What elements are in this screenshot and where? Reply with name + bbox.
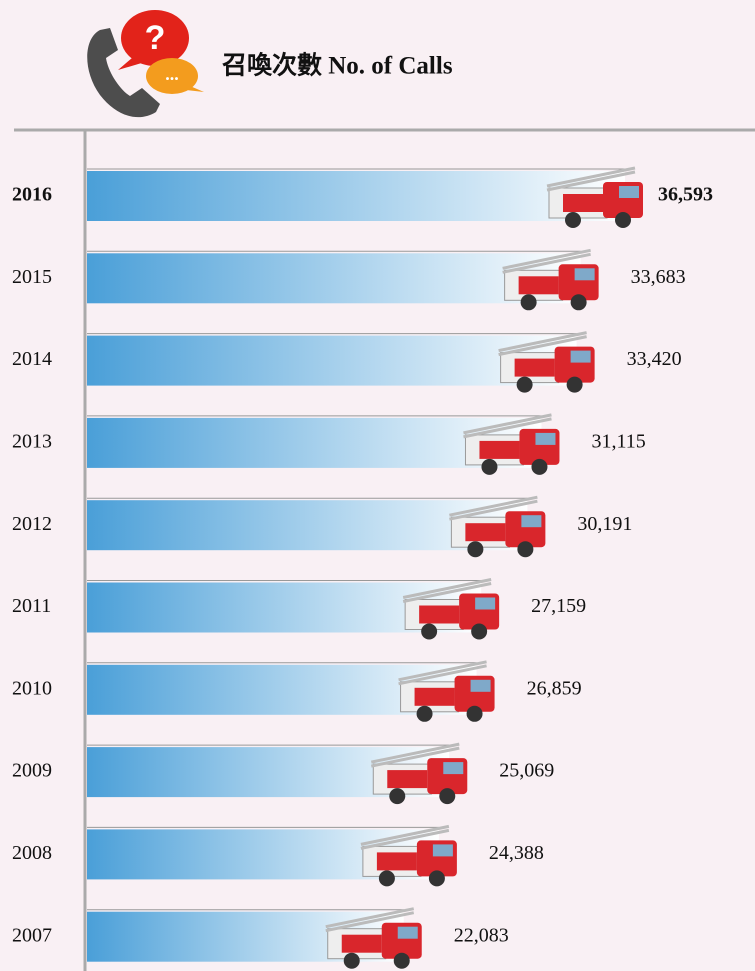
value-label: 26,859 (527, 677, 582, 699)
truck-side (414, 687, 455, 706)
chart-title: 召喚次數 No. of Calls (222, 52, 453, 80)
value-label: 33,683 (631, 266, 686, 288)
truck-wheel (421, 623, 438, 640)
fire-truck (502, 248, 599, 311)
truck-window (470, 679, 491, 692)
truck-window (475, 597, 496, 610)
truck-window (535, 432, 556, 445)
y-tick-label: 2012 (12, 513, 52, 535)
value-label: 30,191 (577, 513, 632, 535)
value-label: 36,593 (658, 184, 713, 206)
truck-wheel (378, 870, 395, 887)
truck-side (518, 276, 559, 295)
fire-truck (360, 824, 457, 887)
truck-window (521, 515, 542, 528)
fire-truck (463, 413, 560, 475)
value-label: 24,388 (489, 842, 544, 864)
fire-truck (398, 660, 495, 722)
truck-wheel (570, 294, 587, 311)
truck-ladder (360, 824, 450, 850)
fire-truck (370, 742, 468, 805)
truck-window (443, 762, 464, 775)
truck-wheel (343, 952, 360, 969)
svg-text:...: ... (165, 64, 179, 84)
truck-side (419, 605, 460, 624)
y-tick-label: 2009 (12, 760, 52, 782)
bar (87, 253, 581, 304)
value-label: 27,159 (531, 595, 586, 617)
truck-wheel (520, 294, 537, 311)
truck-ladder (325, 907, 415, 933)
truck-window (574, 268, 595, 281)
phone-icon: ? ... (87, 10, 204, 118)
truck-ladder (546, 166, 636, 192)
y-tick-label: 2011 (12, 595, 51, 617)
truck-ladder (498, 331, 587, 357)
y-tick-label: 2016 (12, 184, 52, 206)
y-tick-label: 2015 (12, 266, 52, 288)
truck-wheel (389, 788, 406, 805)
truck-ladder (502, 248, 591, 274)
value-label: 33,420 (627, 348, 682, 370)
truck-wheel (566, 376, 583, 393)
truck-wheel (481, 458, 498, 475)
fire-truck (325, 907, 422, 969)
svg-text:?: ? (145, 19, 166, 57)
truck-wheel (466, 705, 483, 722)
y-tick-label: 2007 (12, 924, 52, 946)
y-tick-label: 2008 (12, 842, 52, 864)
y-tick-label: 2014 (12, 348, 52, 370)
y-tick-label: 2013 (12, 430, 52, 452)
y-tick-label: 2010 (12, 677, 52, 699)
truck-side (563, 194, 603, 212)
truck-side (465, 523, 506, 542)
truck-side (376, 852, 417, 871)
bar (87, 171, 625, 221)
truck-side (341, 934, 382, 953)
fire-truck (402, 578, 500, 640)
truck-side (479, 440, 520, 459)
truck-ladder (463, 413, 552, 439)
value-label: 25,069 (499, 760, 554, 782)
truck-ladder (370, 742, 460, 768)
truck-wheel (517, 541, 534, 558)
truck-wheel (615, 212, 631, 228)
truck-wheel (516, 376, 533, 393)
truck-side (514, 358, 555, 377)
truck-wheel (565, 212, 581, 228)
truck-wheel (393, 952, 410, 969)
fire-truck (546, 166, 643, 228)
truck-wheel (416, 705, 433, 722)
truck-wheel (531, 458, 548, 475)
truck-wheel (428, 870, 445, 887)
truck-window (397, 926, 418, 939)
fire-truck (498, 331, 595, 393)
truck-wheel (439, 788, 456, 805)
value-label: 31,115 (591, 430, 645, 452)
truck-window (570, 350, 591, 363)
truck-window (619, 186, 639, 198)
fire-truck (449, 495, 546, 558)
truck-wheel (467, 541, 484, 558)
truck-ladder (398, 660, 487, 686)
value-label: 22,083 (454, 924, 509, 946)
truck-window (432, 844, 453, 857)
bar (87, 335, 577, 386)
truck-wheel (471, 623, 488, 640)
truck-side (387, 770, 428, 789)
truck-ladder (402, 578, 492, 603)
truck-ladder (449, 495, 538, 521)
